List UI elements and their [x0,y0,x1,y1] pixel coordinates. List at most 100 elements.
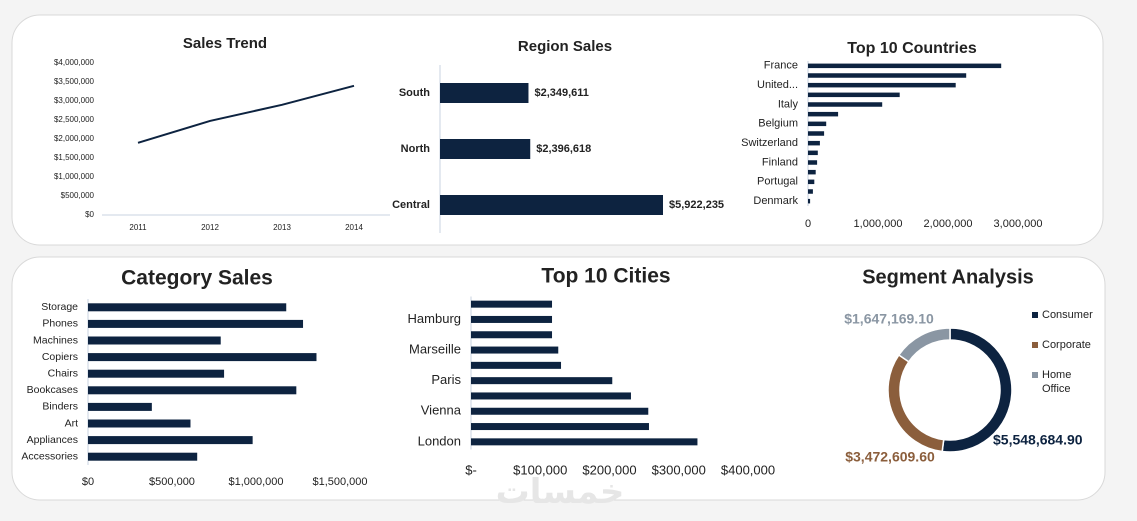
category-label: Denmark [753,195,798,207]
bar [88,369,225,378]
bar [808,198,811,204]
bar [471,300,553,308]
bar [88,319,304,328]
category-label: Paris [431,372,461,387]
category-label: Belgium [758,118,798,130]
category-label: Italy [778,98,799,110]
bar [471,392,631,400]
y-tick-label: $0 [85,210,94,219]
y-tick-label: $2,500,000 [54,115,95,124]
category-label: Machines [33,334,78,346]
x-tick-label: $1,000,000 [228,476,283,488]
category-label: South [399,87,430,99]
category-label: Vienna [421,403,462,418]
bar [88,419,191,428]
x-tick-label: $0 [82,476,94,488]
x-tick-label: $100,000 [513,462,567,477]
bar [808,150,818,156]
category-label: Binders [42,401,78,413]
x-tick-label: 2013 [273,223,291,232]
bar [808,140,820,146]
x-tick-label: $200,000 [582,462,636,477]
category-label: Marseille [409,341,461,356]
category-label: Copiers [42,351,78,363]
bar [88,303,287,312]
x-tick-label: $300,000 [652,462,706,477]
category-label: Hamburg [408,311,461,326]
value-label: $2,349,611 [534,87,588,99]
value-label: $5,548,684.90 [993,432,1083,448]
category-label: Switzerland [741,137,798,149]
donut-slice [897,327,951,363]
chart-title: Sales Trend [183,35,267,52]
x-tick-label: 2014 [345,223,363,232]
bar [471,361,562,369]
legend-swatch [1032,312,1038,318]
x-tick-label: 2012 [201,223,219,232]
category-label: Finland [762,156,798,168]
bar [440,195,663,215]
bar [808,179,815,185]
x-tick-label: 2,000,000 [924,218,973,230]
category-label: Portugal [757,176,798,188]
bar [471,346,559,354]
bar [88,336,221,345]
bar [808,63,1002,69]
bar [808,121,827,127]
bar [88,386,297,395]
value-label: $3,472,609.60 [845,449,935,465]
category-label: Central [392,199,430,211]
legend-label: Corporate [1042,339,1091,351]
bar [471,438,698,446]
legend-swatch [1032,342,1038,348]
category-label: Storage [41,301,78,313]
chart-title: Region Sales [518,38,612,55]
legend-swatch [1032,372,1038,378]
bar [88,452,198,461]
bar [808,82,956,88]
y-tick-label: $1,000,000 [54,172,95,181]
x-tick-label: $500,000 [149,476,195,488]
trend-line [137,84,355,144]
bar [88,436,253,445]
category-label: London [418,433,461,448]
bar [808,111,839,117]
category-label: Phones [42,318,78,330]
legend-label: Home Office [1042,369,1072,395]
bar [471,331,553,339]
category-label: France [764,60,798,72]
value-label: $2,396,618 [536,143,591,155]
watermark: خمسات [496,473,625,511]
bar [88,353,317,362]
bar [808,73,967,78]
category-label: Bookcases [27,384,78,396]
category-label: Accessories [21,450,78,462]
y-tick-label: $3,500,000 [54,77,95,86]
value-label: $1,647,169.10 [844,311,934,327]
chart-title: Segment Analysis [862,266,1034,288]
bar [471,377,613,385]
value-label: $5,922,235 [669,199,724,211]
x-tick-label: 3,000,000 [994,218,1043,230]
y-tick-label: $1,500,000 [54,153,95,162]
bar [808,169,816,175]
bar [808,102,883,107]
bar [440,83,529,103]
bar [471,407,649,415]
bar [808,92,900,98]
y-tick-label: $2,000,000 [54,134,95,143]
category-label: United... [757,79,798,91]
chart-title: Top 10 Countries [847,40,977,57]
bar [88,402,152,411]
y-tick-label: $4,000,000 [54,58,95,67]
x-tick-label: 0 [805,218,811,230]
category-label: North [401,143,431,155]
legend-label: Consumer [1042,309,1093,321]
x-tick-label: 1,000,000 [854,218,903,230]
bar [471,315,553,323]
chart-title: Top 10 Cities [541,265,670,288]
category-label: Appliances [27,434,78,446]
x-tick-label: $400,000 [721,462,775,477]
top-panel [11,14,1104,246]
